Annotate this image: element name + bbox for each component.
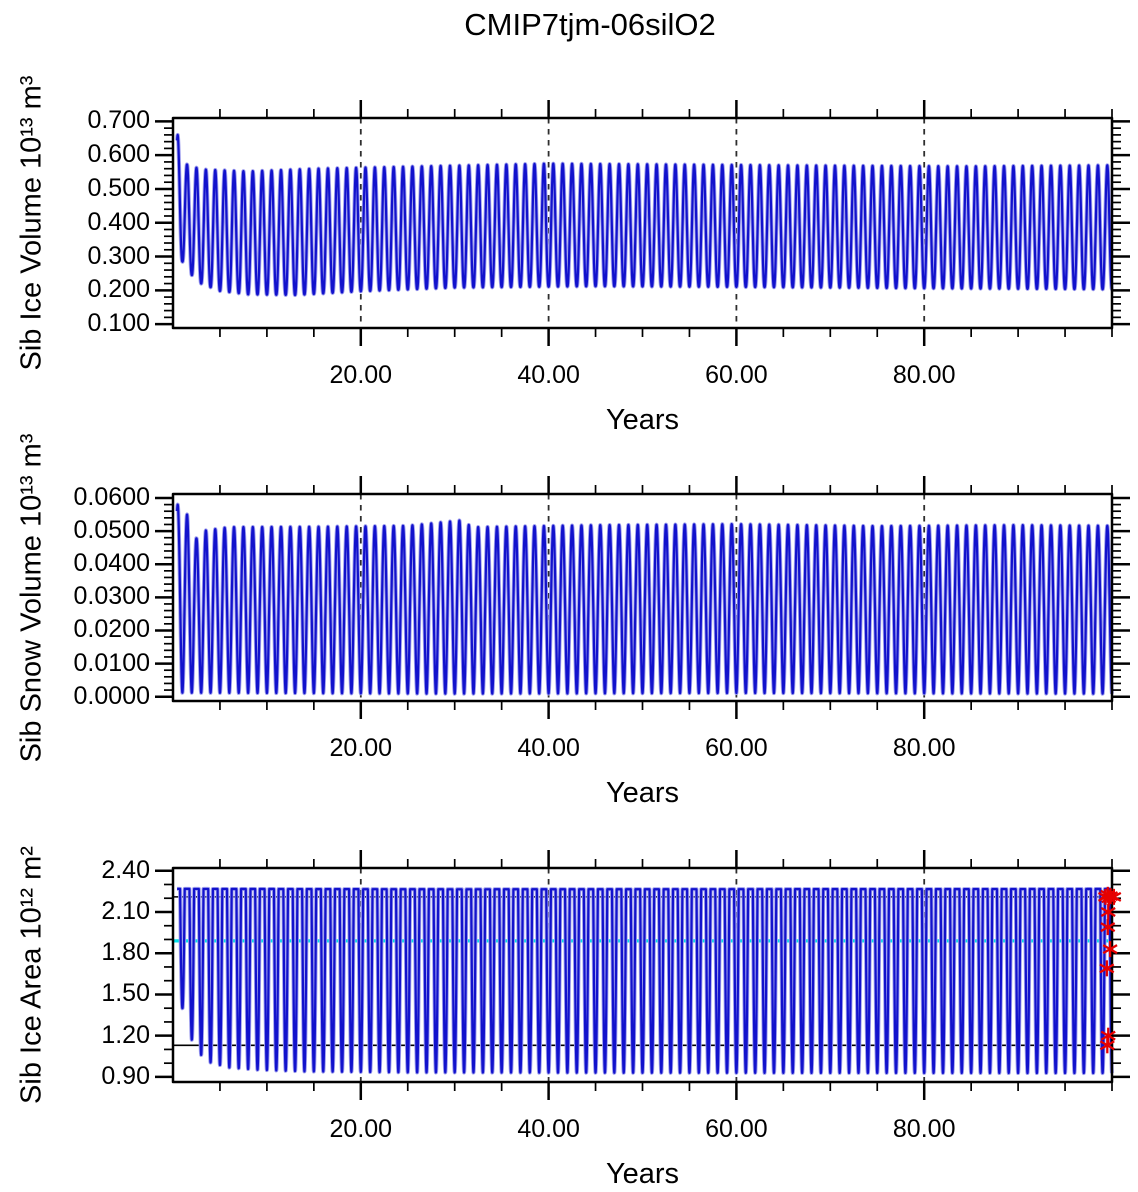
x-tick-label: 80.00 (892, 734, 956, 762)
x-axis-label: Years (605, 404, 680, 436)
y-tick-label: 0.0300 (73, 582, 150, 611)
y-axis-label: Sib Ice Volume 10¹³ m³ (15, 75, 48, 371)
y-tick-label: 0.0400 (73, 549, 150, 578)
y-tick-label: 0.0600 (73, 482, 150, 511)
y-tick-label: 0.600 (87, 140, 150, 169)
y-tick-label: 0.90 (101, 1061, 150, 1090)
y-tick-label: 0.200 (87, 275, 150, 304)
y-tick-label: 0.0200 (73, 615, 150, 644)
x-tick-label: 60.00 (705, 361, 768, 389)
y-tick-label: 0.0000 (73, 681, 150, 710)
x-tick-label: 60.00 (705, 734, 768, 762)
y-tick-label: 2.10 (101, 896, 150, 925)
x-tick-label: 40.00 (517, 734, 580, 762)
y-tick-label: 1.80 (101, 938, 150, 967)
y-axis-label: Sib Ice Area 10¹² m² (15, 846, 48, 1104)
y-tick-label: 0.0500 (73, 516, 150, 545)
y-tick-label: 0.500 (87, 173, 150, 202)
x-tick-label: 80.00 (892, 1115, 956, 1143)
y-tick-label: 1.20 (101, 1020, 150, 1049)
y-tick-label: 0.100 (87, 309, 150, 338)
x-tick-label: 40.00 (517, 1115, 580, 1143)
x-tick-label: 80.00 (892, 361, 956, 389)
figure-title: CMIP7tjm-06silO2 (464, 7, 716, 42)
x-tick-label: 60.00 (705, 1115, 768, 1143)
y-tick-label: 0.300 (87, 241, 150, 270)
x-tick-label: 20.00 (329, 734, 393, 762)
x-axis-label: Years (605, 1158, 680, 1190)
x-tick-label: 20.00 (329, 1115, 393, 1143)
y-tick-label: 0.0100 (73, 648, 150, 677)
y-axis-label: Sib Snow Volume 10¹³ m³ (15, 433, 48, 762)
y-tick-label: 0.400 (87, 207, 150, 236)
x-axis-label: Years (605, 777, 680, 809)
y-tick-label: 0.700 (87, 106, 150, 135)
x-tick-label: 40.00 (517, 361, 580, 389)
y-tick-label: 2.40 (101, 855, 150, 884)
x-tick-label: 20.00 (329, 361, 393, 389)
y-tick-label: 1.50 (101, 979, 150, 1008)
